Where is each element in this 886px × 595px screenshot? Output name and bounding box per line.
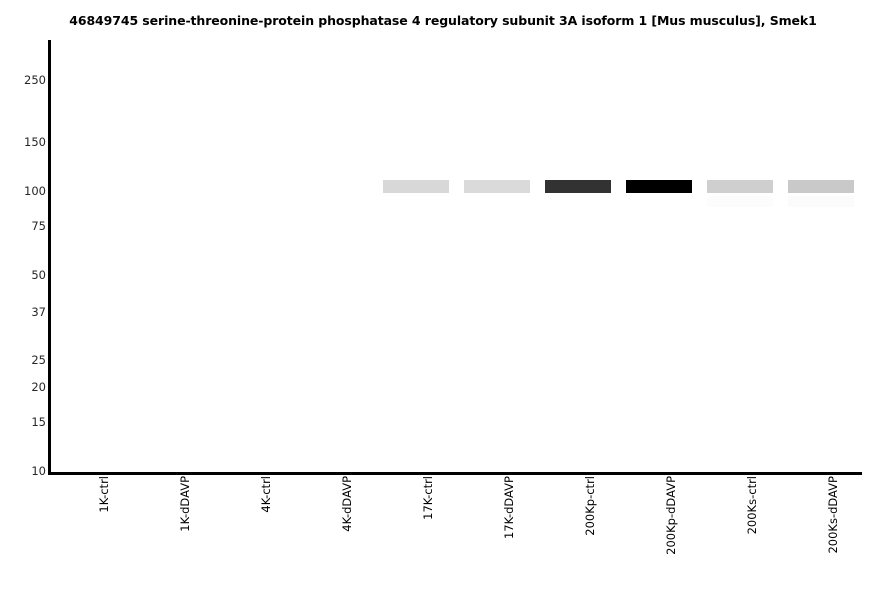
y-axis-tick-label: 20 bbox=[31, 379, 46, 394]
y-axis-tick-labels: 250 150 100 75 50 37 25 20 15 10 bbox=[0, 0, 46, 595]
y-axis-tick-label: 250 bbox=[24, 72, 46, 87]
blot-band-faint bbox=[788, 195, 855, 207]
blot-band bbox=[626, 179, 693, 193]
x-axis-line bbox=[48, 472, 862, 475]
lane-label-1k-ctrl: 1K-ctrl bbox=[96, 476, 111, 513]
x-axis-lane-labels: 1K-ctrl 1K-dDAVP 4K-ctrl 4K-dDAVP 17K-ctrl 17… bbox=[0, 476, 886, 595]
y-axis-tick-label: 50 bbox=[31, 268, 46, 283]
y-axis-tick-label: 75 bbox=[31, 219, 46, 234]
y-axis-tick-label: 37 bbox=[31, 305, 46, 320]
y-axis-tick-label: 150 bbox=[24, 134, 46, 149]
lane-label-200ks-ddavp: 200Ks-dDAVP bbox=[826, 476, 841, 554]
blot-band bbox=[382, 179, 449, 193]
lane-label-4k-ddavp: 4K-dDAVP bbox=[339, 476, 354, 532]
page-title: 46849745 serine-threonine-protein phosph… bbox=[69, 13, 817, 28]
blot-band-faint bbox=[707, 195, 774, 207]
lane-label-200kp-ddavp: 200Kp-dDAVP bbox=[664, 476, 679, 555]
blot-band bbox=[788, 179, 855, 193]
lane-label-4k-ctrl: 4K-ctrl bbox=[258, 476, 273, 513]
lane-label-1k-ddavp: 1K-dDAVP bbox=[177, 476, 192, 532]
lane-label-17k-ctrl: 17K-ctrl bbox=[420, 476, 435, 520]
y-axis-tick-label: 100 bbox=[24, 184, 46, 199]
y-axis-tick-label: 15 bbox=[31, 414, 46, 429]
lane-label-200kp-ctrl: 200Kp-ctrl bbox=[583, 476, 598, 536]
y-axis-tick-label: 25 bbox=[31, 352, 46, 367]
lane-label-17k-ddavp: 17K-dDAVP bbox=[502, 476, 517, 540]
y-axis-line bbox=[48, 40, 51, 475]
blot-band bbox=[464, 179, 531, 193]
lane-label-200ks-ctrl: 200Ks-ctrl bbox=[745, 476, 760, 535]
gel-lane-area bbox=[51, 40, 862, 472]
blot-band bbox=[707, 179, 774, 193]
blot-band bbox=[545, 179, 612, 193]
y-axis-tick-label: 10 bbox=[31, 464, 46, 478]
